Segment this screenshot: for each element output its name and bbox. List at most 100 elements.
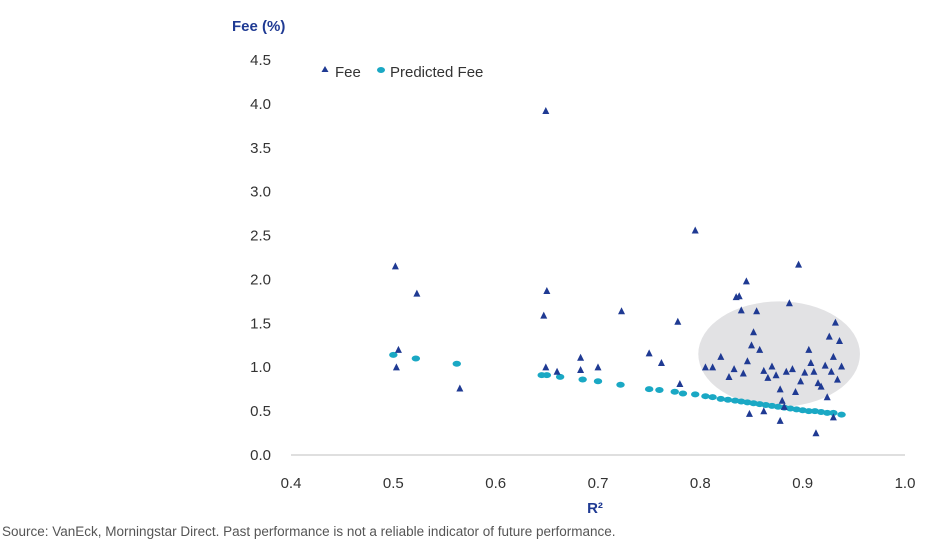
fee-point	[760, 407, 768, 415]
fee-point	[748, 341, 755, 349]
fee-point	[594, 363, 602, 371]
x-tick-label: 0.6	[485, 475, 506, 492]
legend: Fee Predicted Fee	[321, 64, 483, 81]
axes: 0.4 0.5 0.6 0.7 0.8 0.9 1.0 0.0 0.5 1.0 1.5 2.0 2.5…	[232, 18, 915, 517]
predicted-fee-point	[542, 372, 552, 379]
fee-point	[788, 365, 796, 373]
predicted-fee-point	[389, 351, 398, 358]
fee-point	[825, 332, 833, 340]
y-axis-label: Fee (%)	[232, 18, 285, 35]
predicted-fee-point	[837, 411, 846, 418]
fee-point	[831, 318, 839, 326]
fee-point	[413, 289, 421, 297]
fee-point	[543, 287, 551, 295]
y-tick-label: 4.5	[250, 52, 271, 69]
fee-point	[753, 307, 761, 315]
fee-point	[776, 416, 784, 424]
predicted-fee-point	[691, 391, 700, 398]
x-tick-label: 0.7	[588, 475, 609, 492]
fee-point	[812, 429, 820, 437]
fee-point	[701, 363, 709, 371]
source-note: Source: VanEck, Morningstar Direct. Past…	[2, 524, 616, 539]
y-tick-label: 1.0	[250, 359, 271, 376]
fee-point	[750, 328, 758, 336]
y-tick-label: 2.0	[250, 271, 271, 288]
fee-point	[764, 373, 772, 381]
predicted-fee-point	[701, 393, 710, 400]
fee-point	[797, 377, 805, 385]
fee-point	[801, 368, 809, 376]
fee-point	[725, 373, 733, 381]
fee-point	[542, 363, 550, 371]
predicted-fee-point	[829, 409, 838, 416]
highlight-ellipse-layer	[698, 301, 860, 407]
x-axis-label: R²	[587, 500, 603, 517]
predicted-fee-point	[716, 395, 725, 402]
fee-point	[735, 292, 743, 300]
fee-point	[768, 362, 776, 370]
predicted-fee-point	[823, 409, 832, 416]
fee-point	[577, 366, 585, 374]
x-tick-labels: 0.4 0.5 0.6 0.7 0.8 0.9 1.0	[281, 475, 916, 492]
fee-point	[553, 367, 561, 375]
highlight-ellipse	[698, 301, 860, 407]
fee-point	[795, 260, 803, 268]
predicted-fee-point	[644, 386, 654, 393]
predicted-fee-point	[655, 387, 664, 394]
fee-point	[829, 352, 837, 360]
predicted-fee-point	[411, 355, 421, 362]
fee-point	[709, 363, 717, 371]
fee-point	[821, 361, 829, 369]
fee-point	[737, 306, 745, 314]
legend-fee-label: Fee	[335, 64, 361, 81]
fee-point	[776, 385, 784, 393]
fee-point	[780, 402, 788, 410]
predicted-fee-point	[555, 373, 565, 380]
predicted-fee-point	[616, 381, 625, 388]
fee-point	[676, 380, 684, 388]
fee-point	[391, 262, 399, 270]
predicted-fee-point	[708, 394, 717, 401]
y-tick-label: 1.5	[250, 315, 271, 332]
fee-point	[810, 367, 818, 375]
x-tick-label: 0.5	[383, 475, 404, 492]
fee-point	[778, 396, 786, 404]
legend-predicted-fee-label: Predicted Fee	[390, 64, 483, 81]
fee-point	[618, 307, 626, 315]
fee-point	[805, 345, 813, 353]
fee-point	[772, 371, 780, 379]
predicted-fee-point	[804, 408, 814, 415]
fee-point	[827, 367, 835, 375]
x-tick-label: 0.8	[690, 475, 711, 492]
fee-point	[817, 382, 825, 390]
fee-point	[745, 409, 753, 417]
legend-predicted-fee-marker	[377, 67, 385, 73]
fee-point	[814, 379, 822, 387]
y-tick-label: 4.0	[250, 96, 271, 113]
fee-point	[838, 362, 846, 370]
fee-point	[674, 317, 682, 325]
fee-point	[717, 352, 725, 360]
x-tick-label: 1.0	[895, 475, 916, 492]
fee-point	[742, 277, 750, 285]
fee-point	[743, 357, 751, 365]
fee-point	[577, 353, 585, 361]
x-tick-label: 0.4	[281, 475, 302, 492]
fee-point	[730, 365, 738, 373]
fee-point	[540, 311, 548, 319]
fee-point	[691, 226, 699, 234]
fee-point	[792, 387, 800, 395]
fee-point	[645, 349, 653, 357]
fee-point	[785, 299, 793, 307]
legend-fee-marker	[321, 66, 329, 72]
fee-point	[657, 358, 665, 366]
predicted-fee-point	[670, 388, 679, 395]
fee-point	[823, 393, 831, 401]
fee-point	[782, 367, 790, 375]
predicted-fee-point	[678, 390, 688, 397]
fee-point	[760, 366, 768, 374]
fee-point	[833, 375, 841, 383]
y-tick-label: 3.5	[250, 140, 271, 157]
y-tick-labels: 0.0 0.5 1.0 1.5 2.0 2.5 3.0 3.5 4.0 4.5	[250, 52, 271, 464]
predicted-fee-point	[593, 378, 603, 385]
